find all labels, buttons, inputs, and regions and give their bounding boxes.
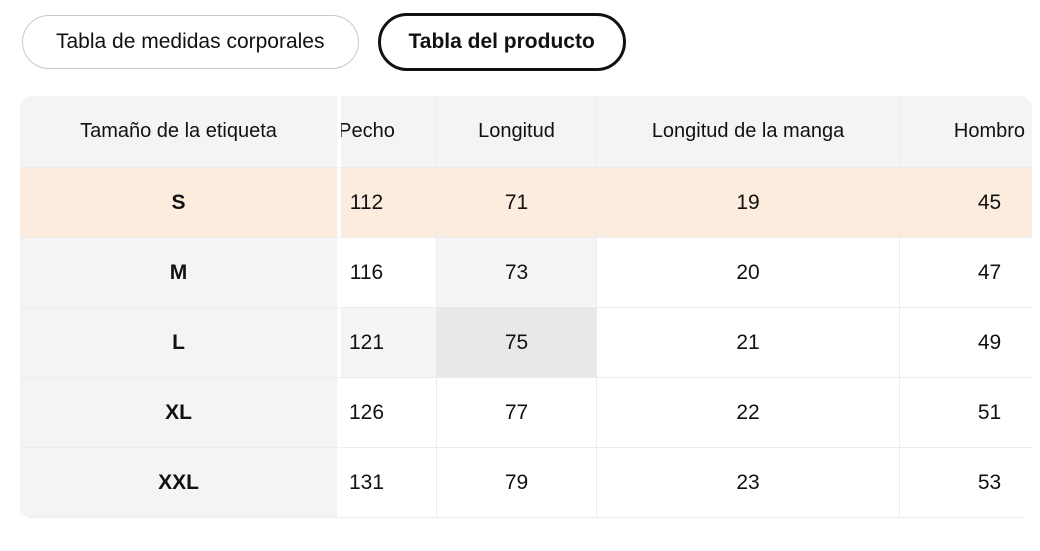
- cell-sleeve-length: 19: [597, 168, 900, 238]
- cell-sleeve-length: 22: [597, 378, 900, 448]
- row-label-size: S: [20, 168, 341, 238]
- column-header-shoulder: Hombro: [900, 96, 1032, 168]
- table-row-size-l: L 121 75 21 49: [20, 308, 1032, 378]
- table-row-size-xxl: XXL 131 79 23 53: [20, 448, 1032, 518]
- size-chart-tabs: Tabla de medidas corporales Tabla del pr…: [22, 13, 1040, 71]
- row-label-size: XL: [20, 378, 341, 448]
- tab-body-measurements[interactable]: Tabla de medidas corporales: [22, 15, 359, 69]
- cell-length: 77: [437, 378, 597, 448]
- tab-product-measurements[interactable]: Tabla del producto: [377, 13, 626, 71]
- header-row: Tamaño de la etiqueta Pecho Longitud Lon…: [20, 96, 1032, 168]
- size-table: Tamaño de la etiqueta Pecho Longitud Lon…: [20, 96, 1032, 518]
- cell-shoulder: 51: [900, 378, 1032, 448]
- cell-sleeve-length: 20: [597, 238, 900, 308]
- table-row-size-s: S 112 71 19 45: [20, 168, 1032, 238]
- cell-length: 79: [437, 448, 597, 518]
- column-header-sleeve-length: Longitud de la manga: [597, 96, 900, 168]
- cell-length-hovered: 75: [437, 308, 597, 378]
- row-label-size: XXL: [20, 448, 341, 518]
- row-label-size: L: [20, 308, 341, 378]
- cell-shoulder: 47: [900, 238, 1032, 308]
- table-row-size-xl: XL 126 77 22 51: [20, 378, 1032, 448]
- cell-sleeve-length: 21: [597, 308, 900, 378]
- cell-shoulder: 49: [900, 308, 1032, 378]
- cell-shoulder: 45: [900, 168, 1032, 238]
- cell-shoulder: 53: [900, 448, 1032, 518]
- cell-sleeve-length: 23: [597, 448, 900, 518]
- column-header-length: Longitud: [437, 96, 597, 168]
- column-header-label-size: Tamaño de la etiqueta: [20, 96, 341, 168]
- table-row-size-m: M 116 73 20 47: [20, 238, 1032, 308]
- cell-length: 73: [437, 238, 597, 308]
- size-table-scroll-area[interactable]: Tamaño de la etiqueta Pecho Longitud Lon…: [20, 96, 1032, 518]
- row-label-size: M: [20, 238, 341, 308]
- cell-length: 71: [437, 168, 597, 238]
